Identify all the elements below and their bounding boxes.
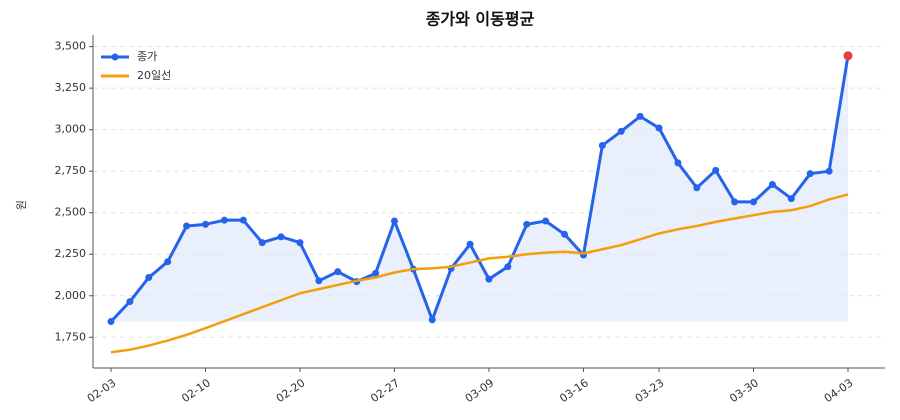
legend-marker (111, 53, 119, 61)
point (674, 159, 682, 167)
point (466, 240, 474, 248)
point (617, 127, 625, 135)
x-tick-label: 02-20 (274, 376, 308, 405)
point (315, 277, 323, 285)
x-tick-label: 03-09 (463, 376, 497, 405)
point (390, 217, 398, 225)
y-tick-label: 2,500 (55, 206, 87, 219)
point (523, 220, 531, 228)
point (655, 124, 663, 132)
point (504, 263, 512, 271)
area-fill (111, 55, 848, 322)
point (145, 273, 153, 281)
y-tick-label: 1,750 (55, 330, 87, 343)
point (598, 141, 606, 149)
point (258, 239, 266, 247)
point (542, 217, 550, 225)
point (825, 167, 833, 175)
point (164, 258, 172, 266)
point (636, 112, 644, 120)
point (201, 220, 209, 228)
point (296, 239, 304, 247)
y-tick-label: 3,250 (55, 81, 87, 94)
line (110, 193, 849, 354)
point (787, 195, 795, 203)
y-tick-label: 3,500 (55, 40, 87, 53)
point (183, 222, 191, 230)
point (768, 180, 776, 188)
x-tick-label: 03-16 (557, 376, 591, 405)
x-tick-label: 03-23 (633, 376, 667, 405)
x-tick-label: 04-03 (822, 376, 856, 405)
y-axis-label: 원 (15, 200, 28, 210)
legend-label: 20일선 (137, 68, 171, 82)
point (372, 269, 380, 277)
x-tick-label: 03-30 (727, 376, 761, 405)
point (731, 198, 739, 206)
highlight-point (843, 51, 853, 61)
point (239, 216, 247, 224)
point (220, 216, 228, 224)
y-tick-label: 2,250 (55, 247, 87, 260)
x-tick-label: 02-03 (85, 376, 119, 405)
y-tick-label: 2,750 (55, 164, 87, 177)
x-tick-label: 02-27 (368, 376, 402, 405)
point (107, 317, 115, 325)
y-tick-label: 3,000 (55, 123, 87, 136)
point (693, 184, 701, 192)
x-tick-label: 02-10 (179, 376, 213, 405)
point (126, 298, 134, 306)
point (750, 198, 758, 206)
point (806, 170, 814, 178)
point (428, 316, 436, 324)
point (712, 166, 720, 174)
legend-label: 종가 (137, 50, 157, 63)
y-tick-label: 2,000 (55, 289, 87, 302)
chart-title: 종가와 이동평균 (426, 10, 535, 29)
point (277, 233, 285, 241)
point (485, 275, 493, 283)
point (334, 268, 342, 276)
point (561, 230, 569, 238)
